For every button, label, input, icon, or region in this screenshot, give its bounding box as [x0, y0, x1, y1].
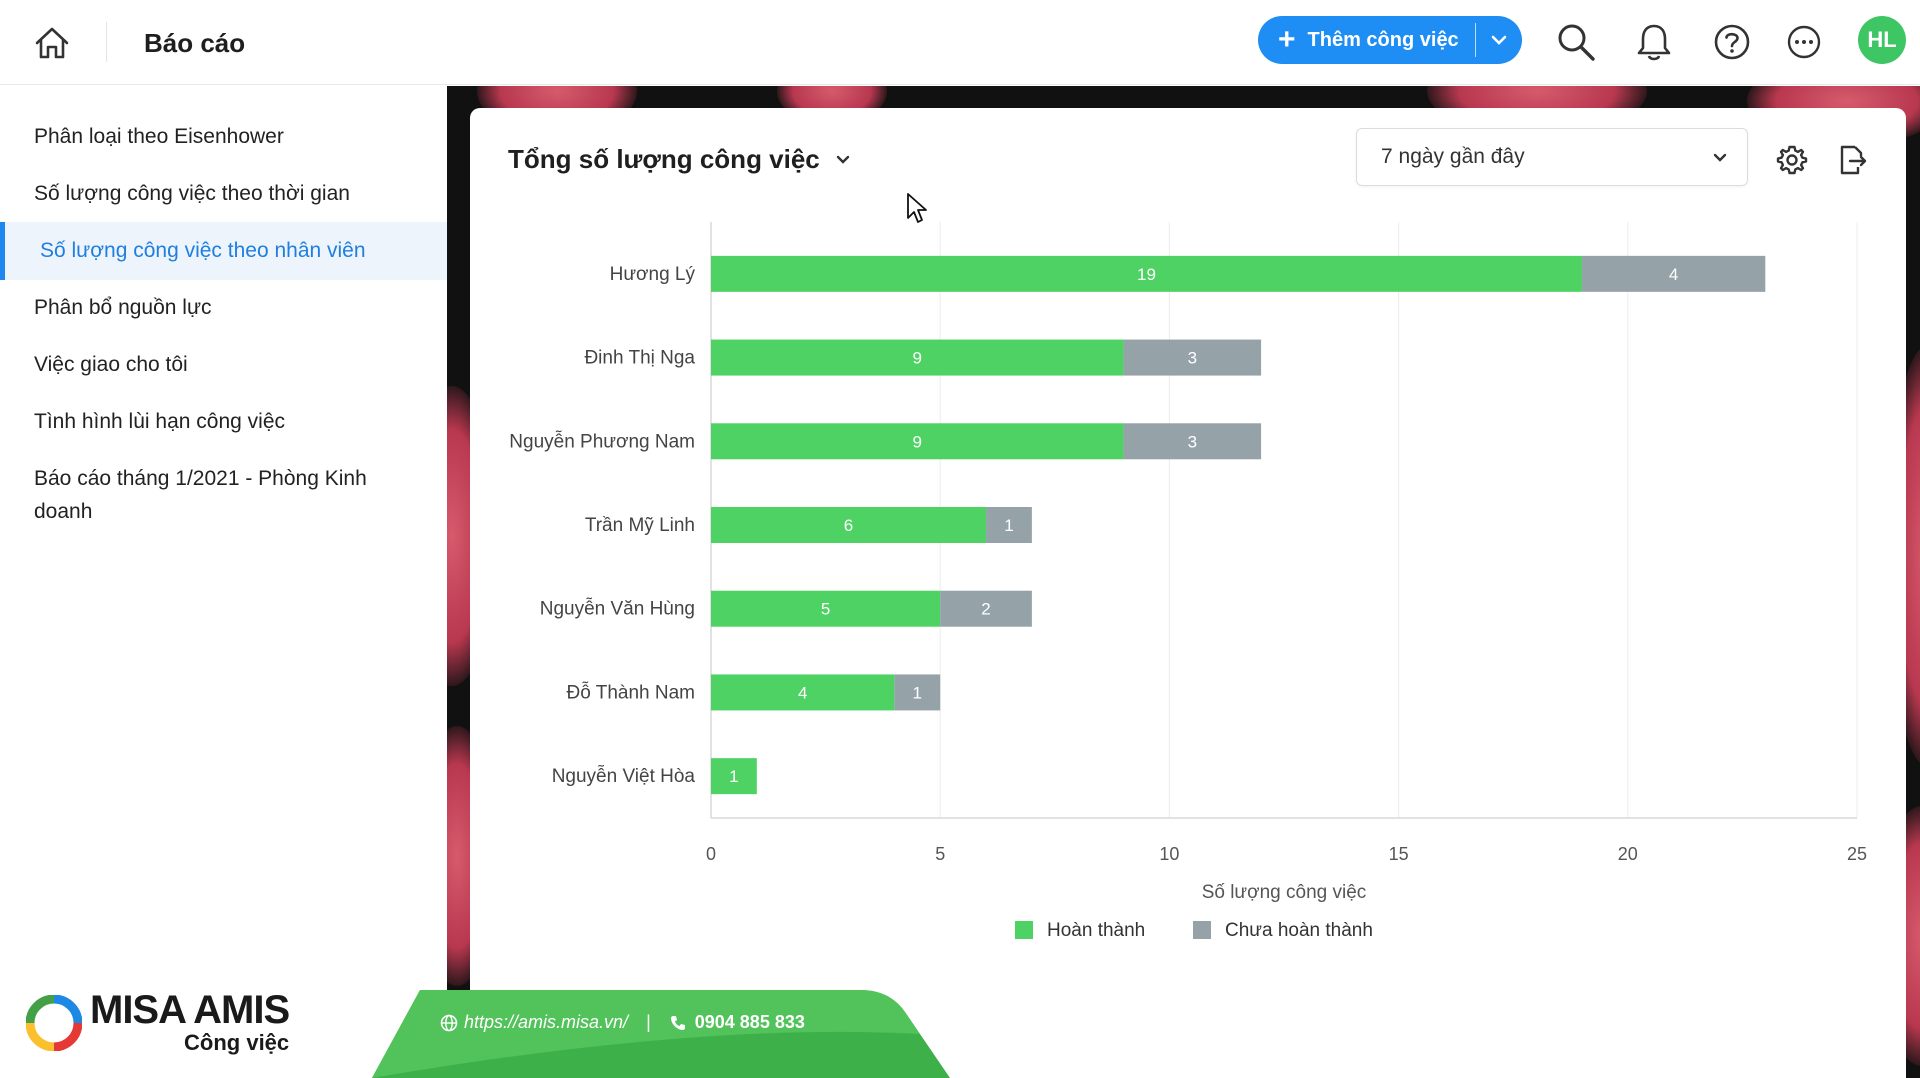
x-tick-label: 25 — [1847, 844, 1867, 864]
add-task-button[interactable]: + Thêm công việc — [1258, 16, 1522, 64]
export-button[interactable] — [1832, 140, 1872, 180]
mouse-cursor-icon — [907, 193, 927, 223]
bar-segment — [986, 507, 1032, 543]
add-task-main[interactable]: + Thêm công việc — [1258, 16, 1475, 64]
bar-value-label: 9 — [913, 349, 922, 368]
settings-button[interactable] — [1772, 140, 1812, 180]
more-icon — [1787, 25, 1821, 59]
x-tick-label: 20 — [1618, 844, 1638, 864]
brand-subtitle: Công việc — [184, 1030, 290, 1055]
bar-segment — [1123, 423, 1262, 460]
bar-value-label: 4 — [798, 683, 807, 702]
bar-value-label: 4 — [1669, 265, 1678, 284]
gear-icon — [1776, 145, 1808, 175]
x-tick-label: 15 — [1389, 844, 1409, 864]
bar-segment — [711, 674, 895, 711]
notification-button[interactable] — [1632, 20, 1676, 64]
bar-value-label: 9 — [913, 432, 922, 451]
export-icon — [1840, 145, 1867, 175]
bar-value-label: 19 — [1137, 265, 1156, 284]
bar-segment — [1123, 339, 1262, 376]
globe-icon — [440, 1014, 458, 1031]
bar-segment — [711, 339, 1124, 376]
brand-url[interactable]: https://amis.misa.vn/ — [464, 1012, 629, 1032]
bell-icon — [1637, 24, 1671, 61]
date-range-value: 7 ngày gần đây — [1381, 145, 1525, 168]
search-button[interactable] — [1554, 20, 1598, 64]
misa-logo-icon — [26, 995, 82, 1051]
user-avatar[interactable]: HL — [1858, 16, 1906, 64]
chevron-down-icon — [1713, 153, 1727, 162]
bar-value-label: 2 — [981, 600, 990, 619]
y-category-label: Nguyễn Văn Hùng — [540, 598, 695, 620]
x-tick-label: 0 — [706, 844, 716, 864]
legend-label: Hoàn thành — [1047, 920, 1145, 941]
bar-segment — [711, 255, 1582, 292]
y-category-label: Đinh Thị Nga — [584, 348, 695, 369]
plus-icon: + — [1278, 23, 1296, 56]
header-divider — [106, 22, 107, 62]
legend-label: Chưa hoàn thành — [1225, 920, 1373, 941]
date-range-select[interactable]: 7 ngày gần đây — [1356, 128, 1748, 186]
y-category-label: Đỗ Thành Nam — [567, 681, 696, 703]
y-category-label: Hương Lý — [610, 264, 696, 285]
brand-banner — [0, 972, 950, 1078]
contact-separator: | — [646, 1012, 651, 1032]
bar-value-label: 1 — [1004, 516, 1013, 535]
add-task-separator — [1475, 23, 1476, 57]
add-task-dropdown[interactable] — [1476, 16, 1522, 64]
bar-value-label: 1 — [729, 767, 738, 786]
y-category-label: Nguyễn Phương Nam — [509, 430, 695, 452]
brand-contact: https://amis.misa.vn/ | 0904 885 833 — [440, 1012, 805, 1033]
sidebar-item-tasks-by-time[interactable]: Số lượng công việc theo thời gian — [34, 182, 350, 205]
bar-value-label: 3 — [1188, 349, 1197, 368]
sidebar-item-resource-allocation[interactable]: Phân bổ nguồn lực — [34, 296, 212, 319]
bar-value-label: 3 — [1188, 432, 1197, 451]
bar-segment — [711, 423, 1124, 460]
phone-icon — [670, 1015, 685, 1030]
y-category-label: Nguyễn Việt Hòa — [552, 765, 696, 787]
help-icon — [1714, 24, 1750, 60]
sidebar-item-monthly-report[interactable]: Báo cáo tháng 1/2021 - Phòng Kinh doanh — [34, 467, 367, 523]
legend-swatch — [1015, 921, 1033, 939]
bar-segment — [1581, 255, 1766, 292]
more-button[interactable] — [1782, 20, 1826, 64]
report-card: Tổng số lượng công việc 7 ngày gần đây 0… — [470, 108, 1906, 1078]
report-sidebar: Phân loại theo Eisenhower Số lượng công … — [0, 86, 447, 1078]
y-category-label: Trần Mỹ Linh — [585, 515, 695, 536]
x-tick-label: 5 — [935, 844, 945, 864]
brand-name: MISA AMIS — [90, 988, 290, 1032]
chevron-down-icon — [1491, 35, 1507, 45]
bar-segment — [894, 674, 941, 711]
report-title: Tổng số lượng công việc — [508, 144, 820, 174]
home-icon — [35, 27, 69, 59]
page-title: Báo cáo — [144, 28, 246, 58]
sidebar-item-tasks-by-employee[interactable]: Số lượng công việc theo nhân viên — [0, 222, 447, 280]
x-axis-title: Số lượng công việc — [1202, 882, 1367, 903]
bar-segment — [940, 590, 1032, 627]
bar-value-label: 5 — [821, 600, 830, 619]
report-type-selector[interactable]: Tổng số lượng công việc — [508, 144, 850, 175]
home-button[interactable] — [30, 22, 74, 64]
bar-segment — [711, 758, 757, 795]
add-task-label: Thêm công việc — [1307, 28, 1459, 51]
sidebar-item-assigned-to-me[interactable]: Việc giao cho tôi — [34, 353, 188, 376]
bar-value-label: 1 — [913, 683, 922, 702]
sidebar-item-deadline-extension[interactable]: Tình hình lùi hạn công việc — [34, 410, 285, 433]
legend-swatch — [1193, 921, 1211, 939]
bar-value-label: 6 — [844, 516, 853, 535]
x-tick-label: 10 — [1159, 844, 1179, 864]
brand-phone: 0904 885 833 — [694, 1012, 805, 1032]
brand-logo: MISA AMIS Công việc — [26, 988, 290, 1056]
top-header: Báo cáo + Thêm công việc HL — [0, 0, 1920, 85]
search-icon — [1558, 24, 1595, 61]
sidebar-item-eisenhower[interactable]: Phân loại theo Eisenhower — [34, 125, 284, 148]
bar-segment — [711, 507, 987, 543]
bar-segment — [711, 590, 941, 627]
chevron-down-icon — [836, 155, 849, 164]
help-button[interactable] — [1710, 20, 1754, 64]
